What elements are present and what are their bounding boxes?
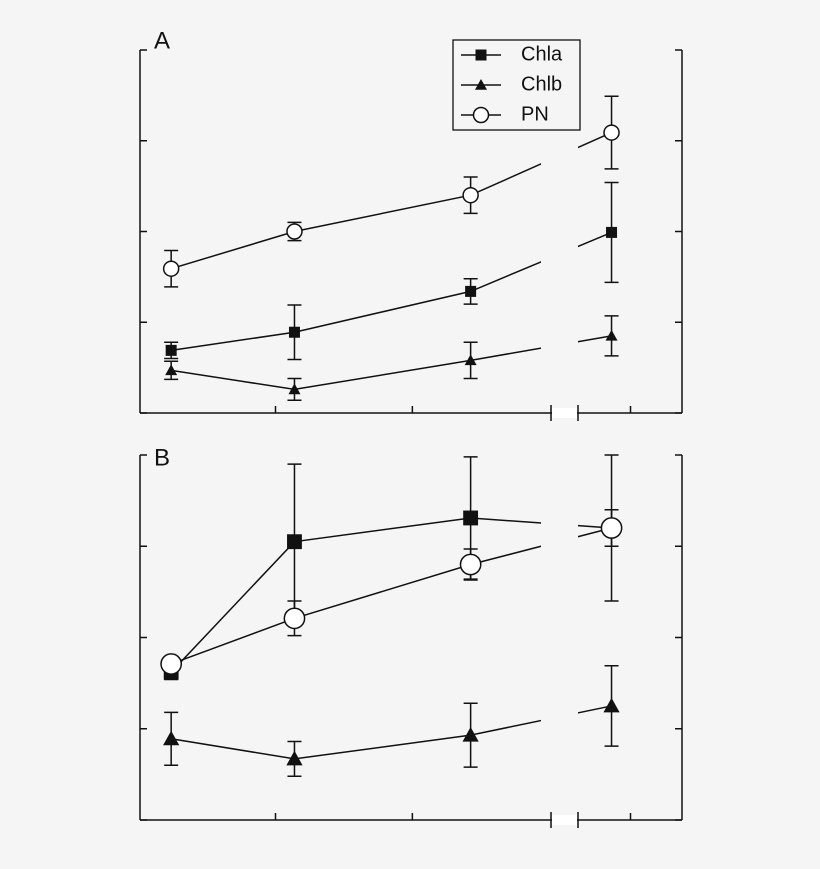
data-point <box>160 653 183 675</box>
data-point <box>162 260 180 277</box>
data-point <box>459 553 482 576</box>
data-point <box>603 697 620 713</box>
axis-break-gap <box>541 455 578 817</box>
legend-label: Chlb <box>521 73 562 95</box>
legend-label: Chla <box>521 43 563 65</box>
legend-label: PN <box>521 103 549 125</box>
data-point <box>600 517 623 539</box>
axis-break <box>552 408 577 418</box>
data-point <box>288 326 300 338</box>
data-point <box>283 607 306 630</box>
axis-break <box>552 815 577 825</box>
data-point <box>605 329 618 341</box>
data-point <box>286 750 303 766</box>
legend-marker <box>472 106 490 124</box>
data-point <box>464 354 477 366</box>
data-point <box>165 364 178 376</box>
data-point <box>462 186 479 204</box>
panel-label: A <box>154 27 170 54</box>
data-point <box>462 727 479 742</box>
data-point <box>288 383 301 395</box>
data-point <box>463 510 479 526</box>
legend-marker <box>475 79 487 90</box>
data-point <box>286 223 303 240</box>
data-point <box>287 534 302 550</box>
panel-label: B <box>154 444 170 471</box>
data-point <box>606 226 618 238</box>
legend-marker <box>475 49 487 61</box>
data-point <box>465 285 477 297</box>
data-point <box>163 730 180 746</box>
data-point <box>165 344 177 356</box>
data-point <box>603 124 620 141</box>
